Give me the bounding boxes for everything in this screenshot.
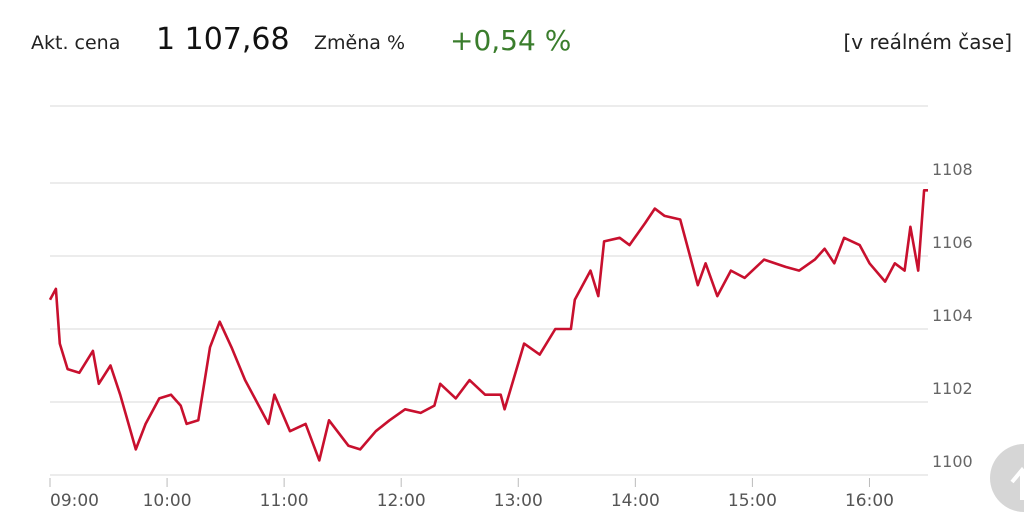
price: 1 107,68 xyxy=(156,22,290,57)
change-label: Změna % xyxy=(314,32,405,54)
y-tick-label: 1102 xyxy=(932,379,973,398)
x-tick-label: 15:00 xyxy=(728,491,777,511)
scroll-top-icon xyxy=(1010,466,1024,500)
x-tick-label: 11:00 xyxy=(260,491,309,511)
x-tick-label: 14:00 xyxy=(611,491,660,511)
x-tick-label: 09:00 xyxy=(50,491,99,511)
y-tick-label: 1100 xyxy=(932,452,973,471)
x-tick-label: 12:00 xyxy=(377,491,426,511)
x-tick-label: 16:00 xyxy=(845,491,894,511)
realtime-note: [v reálném čase] xyxy=(843,30,1013,54)
y-tick-label: 1108 xyxy=(932,160,973,179)
y-tick-label: 1106 xyxy=(932,233,973,252)
x-tick-label: 13:00 xyxy=(494,491,543,511)
change: +0,54 % xyxy=(450,24,572,57)
scroll-top-button[interactable] xyxy=(990,444,1024,512)
price-label: Akt. cena xyxy=(31,32,121,54)
price-line xyxy=(48,189,928,462)
y-tick-label: 1104 xyxy=(932,306,973,325)
x-tick-label: 10:00 xyxy=(143,491,192,511)
